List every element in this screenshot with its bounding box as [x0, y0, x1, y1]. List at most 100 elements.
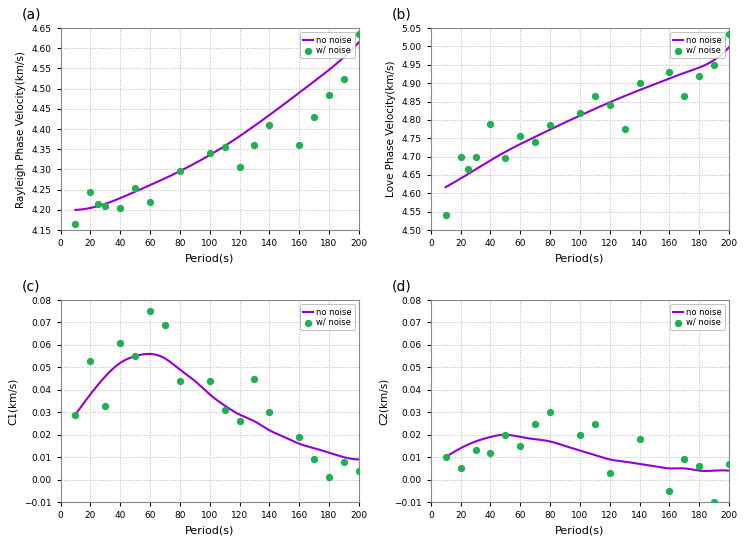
- w/ noise: [544, 121, 556, 129]
- w/ noise: [529, 138, 541, 146]
- w/ noise: [293, 432, 305, 441]
- w/ noise: [84, 187, 96, 196]
- w/ noise: [293, 141, 305, 150]
- w/ noise: [499, 430, 511, 439]
- w/ noise: [263, 121, 275, 129]
- X-axis label: Period(s): Period(s): [555, 254, 604, 264]
- w/ noise: [69, 410, 81, 419]
- no noise: [647, 462, 656, 469]
- w/ noise: [233, 163, 245, 172]
- Y-axis label: Love Phase Velocity(km/s): Love Phase Velocity(km/s): [386, 61, 396, 197]
- w/ noise: [693, 462, 705, 471]
- w/ noise: [529, 419, 541, 428]
- w/ noise: [708, 498, 720, 506]
- no noise: [441, 184, 450, 190]
- w/ noise: [219, 143, 231, 152]
- w/ noise: [574, 430, 586, 439]
- no noise: [724, 467, 733, 474]
- w/ noise: [663, 486, 675, 495]
- w/ noise: [144, 307, 156, 316]
- no noise: [278, 433, 286, 440]
- w/ noise: [338, 458, 350, 466]
- w/ noise: [353, 466, 365, 475]
- w/ noise: [589, 419, 601, 428]
- w/ noise: [219, 406, 231, 415]
- w/ noise: [174, 167, 186, 176]
- Text: (b): (b): [392, 8, 412, 22]
- w/ noise: [129, 183, 141, 192]
- w/ noise: [678, 91, 690, 100]
- Text: (c): (c): [22, 280, 40, 294]
- Legend: no noise, w/ noise: no noise, w/ noise: [300, 32, 354, 58]
- no noise: [250, 418, 259, 424]
- w/ noise: [248, 141, 260, 150]
- no noise: [701, 468, 710, 474]
- w/ noise: [204, 149, 216, 158]
- X-axis label: Period(s): Period(s): [185, 526, 234, 536]
- no noise: [71, 207, 80, 213]
- w/ noise: [144, 197, 156, 206]
- no noise: [276, 432, 285, 438]
- w/ noise: [308, 455, 320, 464]
- no noise: [475, 164, 484, 170]
- no noise: [354, 456, 363, 463]
- w/ noise: [323, 473, 335, 482]
- w/ noise: [484, 448, 496, 457]
- w/ noise: [114, 203, 126, 212]
- Line: no noise: no noise: [75, 354, 359, 460]
- no noise: [534, 436, 543, 443]
- w/ noise: [715, 35, 727, 44]
- w/ noise: [92, 200, 104, 208]
- w/ noise: [99, 401, 111, 410]
- w/ noise: [514, 442, 526, 450]
- w/ noise: [233, 417, 245, 425]
- w/ noise: [323, 90, 335, 99]
- no noise: [724, 44, 733, 51]
- Legend: no noise, w/ noise: no noise, w/ noise: [670, 304, 725, 330]
- w/ noise: [633, 79, 645, 88]
- no noise: [163, 174, 172, 180]
- no noise: [475, 437, 484, 443]
- no noise: [648, 462, 657, 469]
- Y-axis label: Rayleigh Phase Velocity(km/s): Rayleigh Phase Velocity(km/s): [16, 51, 26, 208]
- no noise: [105, 199, 114, 206]
- w/ noise: [263, 408, 275, 417]
- w/ noise: [114, 338, 126, 347]
- no noise: [441, 454, 450, 460]
- w/ noise: [248, 374, 260, 383]
- Line: no noise: no noise: [445, 47, 729, 187]
- w/ noise: [663, 68, 675, 77]
- no noise: [184, 164, 192, 170]
- w/ noise: [454, 152, 466, 161]
- w/ noise: [338, 74, 350, 83]
- no noise: [164, 357, 173, 364]
- w/ noise: [514, 132, 526, 141]
- w/ noise: [174, 376, 186, 385]
- w/ noise: [454, 464, 466, 473]
- Text: (a): (a): [22, 8, 41, 22]
- no noise: [533, 132, 542, 139]
- w/ noise: [99, 201, 111, 210]
- w/ noise: [633, 435, 645, 443]
- no noise: [277, 103, 286, 109]
- no noise: [354, 39, 363, 46]
- w/ noise: [723, 460, 735, 468]
- no noise: [249, 123, 258, 129]
- w/ noise: [439, 453, 451, 461]
- Legend: no noise, w/ noise: no noise, w/ noise: [670, 32, 725, 58]
- w/ noise: [723, 29, 735, 38]
- no noise: [554, 441, 563, 447]
- w/ noise: [462, 165, 474, 174]
- no noise: [184, 373, 193, 379]
- w/ noise: [589, 91, 601, 100]
- w/ noise: [159, 320, 171, 329]
- w/ noise: [574, 108, 586, 117]
- no noise: [554, 122, 562, 129]
- X-axis label: Period(s): Period(s): [555, 526, 604, 536]
- Line: no noise: no noise: [445, 435, 729, 471]
- w/ noise: [69, 220, 81, 228]
- w/ noise: [439, 211, 451, 220]
- w/ noise: [469, 446, 481, 455]
- no noise: [144, 351, 153, 357]
- Line: no noise: no noise: [75, 42, 359, 210]
